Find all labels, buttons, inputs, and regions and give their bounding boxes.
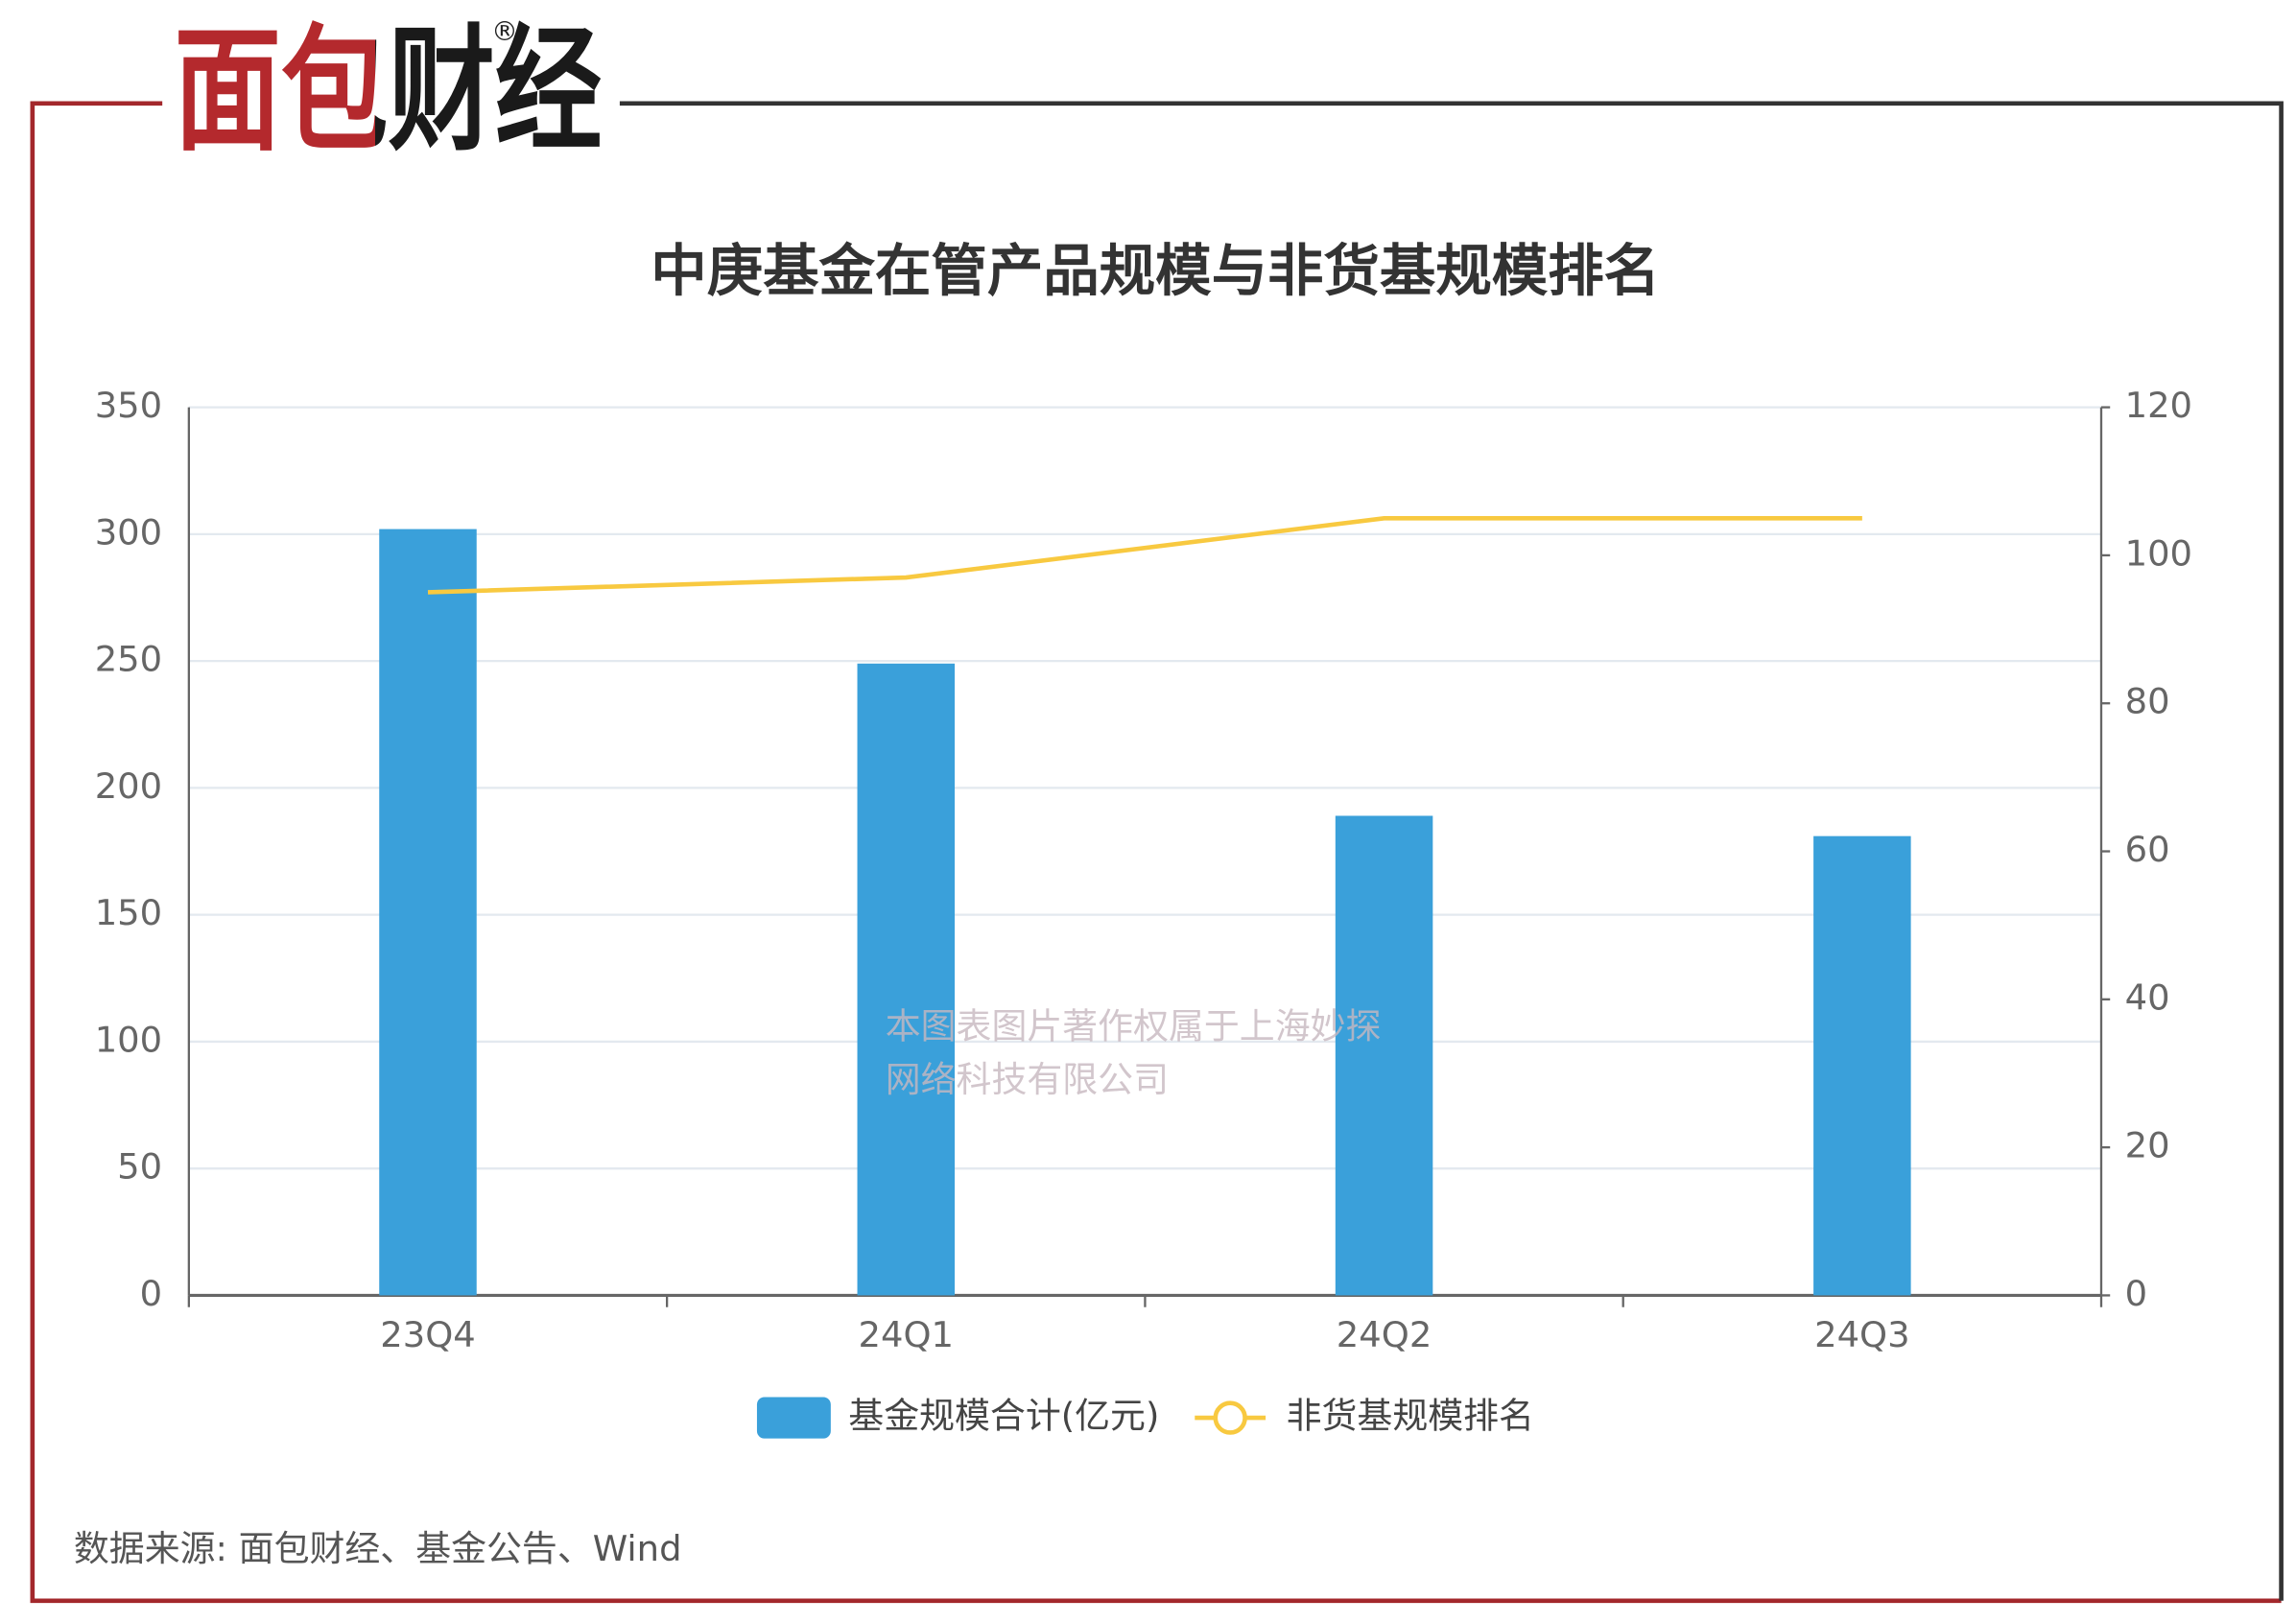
y-tick-label: 300 (95, 511, 162, 553)
x-tick-label: 24Q3 (1814, 1314, 1910, 1355)
x-tick-label: 24Q1 (859, 1314, 955, 1355)
y-tick-label: 0 (140, 1273, 162, 1314)
y2-tick-label: 0 (2125, 1273, 2147, 1314)
y-tick-label: 350 (95, 385, 162, 426)
watermark: 网络科技有限公司 (886, 1059, 1169, 1100)
legend-label: 基金规模合计(亿元) (848, 1396, 1159, 1437)
y2-tick-label: 40 (2125, 976, 2170, 1018)
y2-tick-label: 20 (2125, 1125, 2170, 1166)
y-tick-label: 100 (95, 1019, 162, 1060)
line (427, 516, 1862, 595)
y2-tick-label: 100 (2125, 532, 2192, 574)
y2-tick-label: 120 (2125, 385, 2192, 426)
legend-swatch (1213, 1400, 1247, 1435)
y-tick-label: 250 (95, 639, 162, 680)
y-tick-label: 200 (95, 765, 162, 807)
legend-label: 非货基规模排名 (1287, 1396, 1534, 1437)
logo: 面包财经 (174, 12, 602, 170)
y2-tick-label: 60 (2125, 829, 2170, 870)
legend-swatch (756, 1397, 831, 1439)
bar (379, 529, 477, 1296)
frame-red (30, 101, 2282, 1604)
y2-tick-label: 80 (2125, 681, 2170, 722)
watermark: 本图表图片著作权属于上海妙探 (886, 1006, 1382, 1047)
plot: 0 50 100 150 200 250 300 350 0 20 40 60 80 100 120 23Q4… (95, 385, 2192, 1439)
bar (1335, 815, 1433, 1296)
bar (1813, 835, 1911, 1296)
chart-title: 中庚基金在管产品规模与非货基规模排名 (651, 238, 1660, 303)
frame-dark (619, 101, 2284, 1601)
x-tick-label: 24Q2 (1337, 1314, 1432, 1355)
x-tick-label: 23Q4 (380, 1314, 476, 1355)
y-tick-label: 150 (95, 892, 162, 933)
y-tick-label: 50 (117, 1146, 162, 1188)
logo-mark: ® (491, 15, 518, 47)
bar (857, 663, 956, 1296)
source-note: 数据来源: 面包财经、基金公告、Wind (74, 1528, 682, 1569)
